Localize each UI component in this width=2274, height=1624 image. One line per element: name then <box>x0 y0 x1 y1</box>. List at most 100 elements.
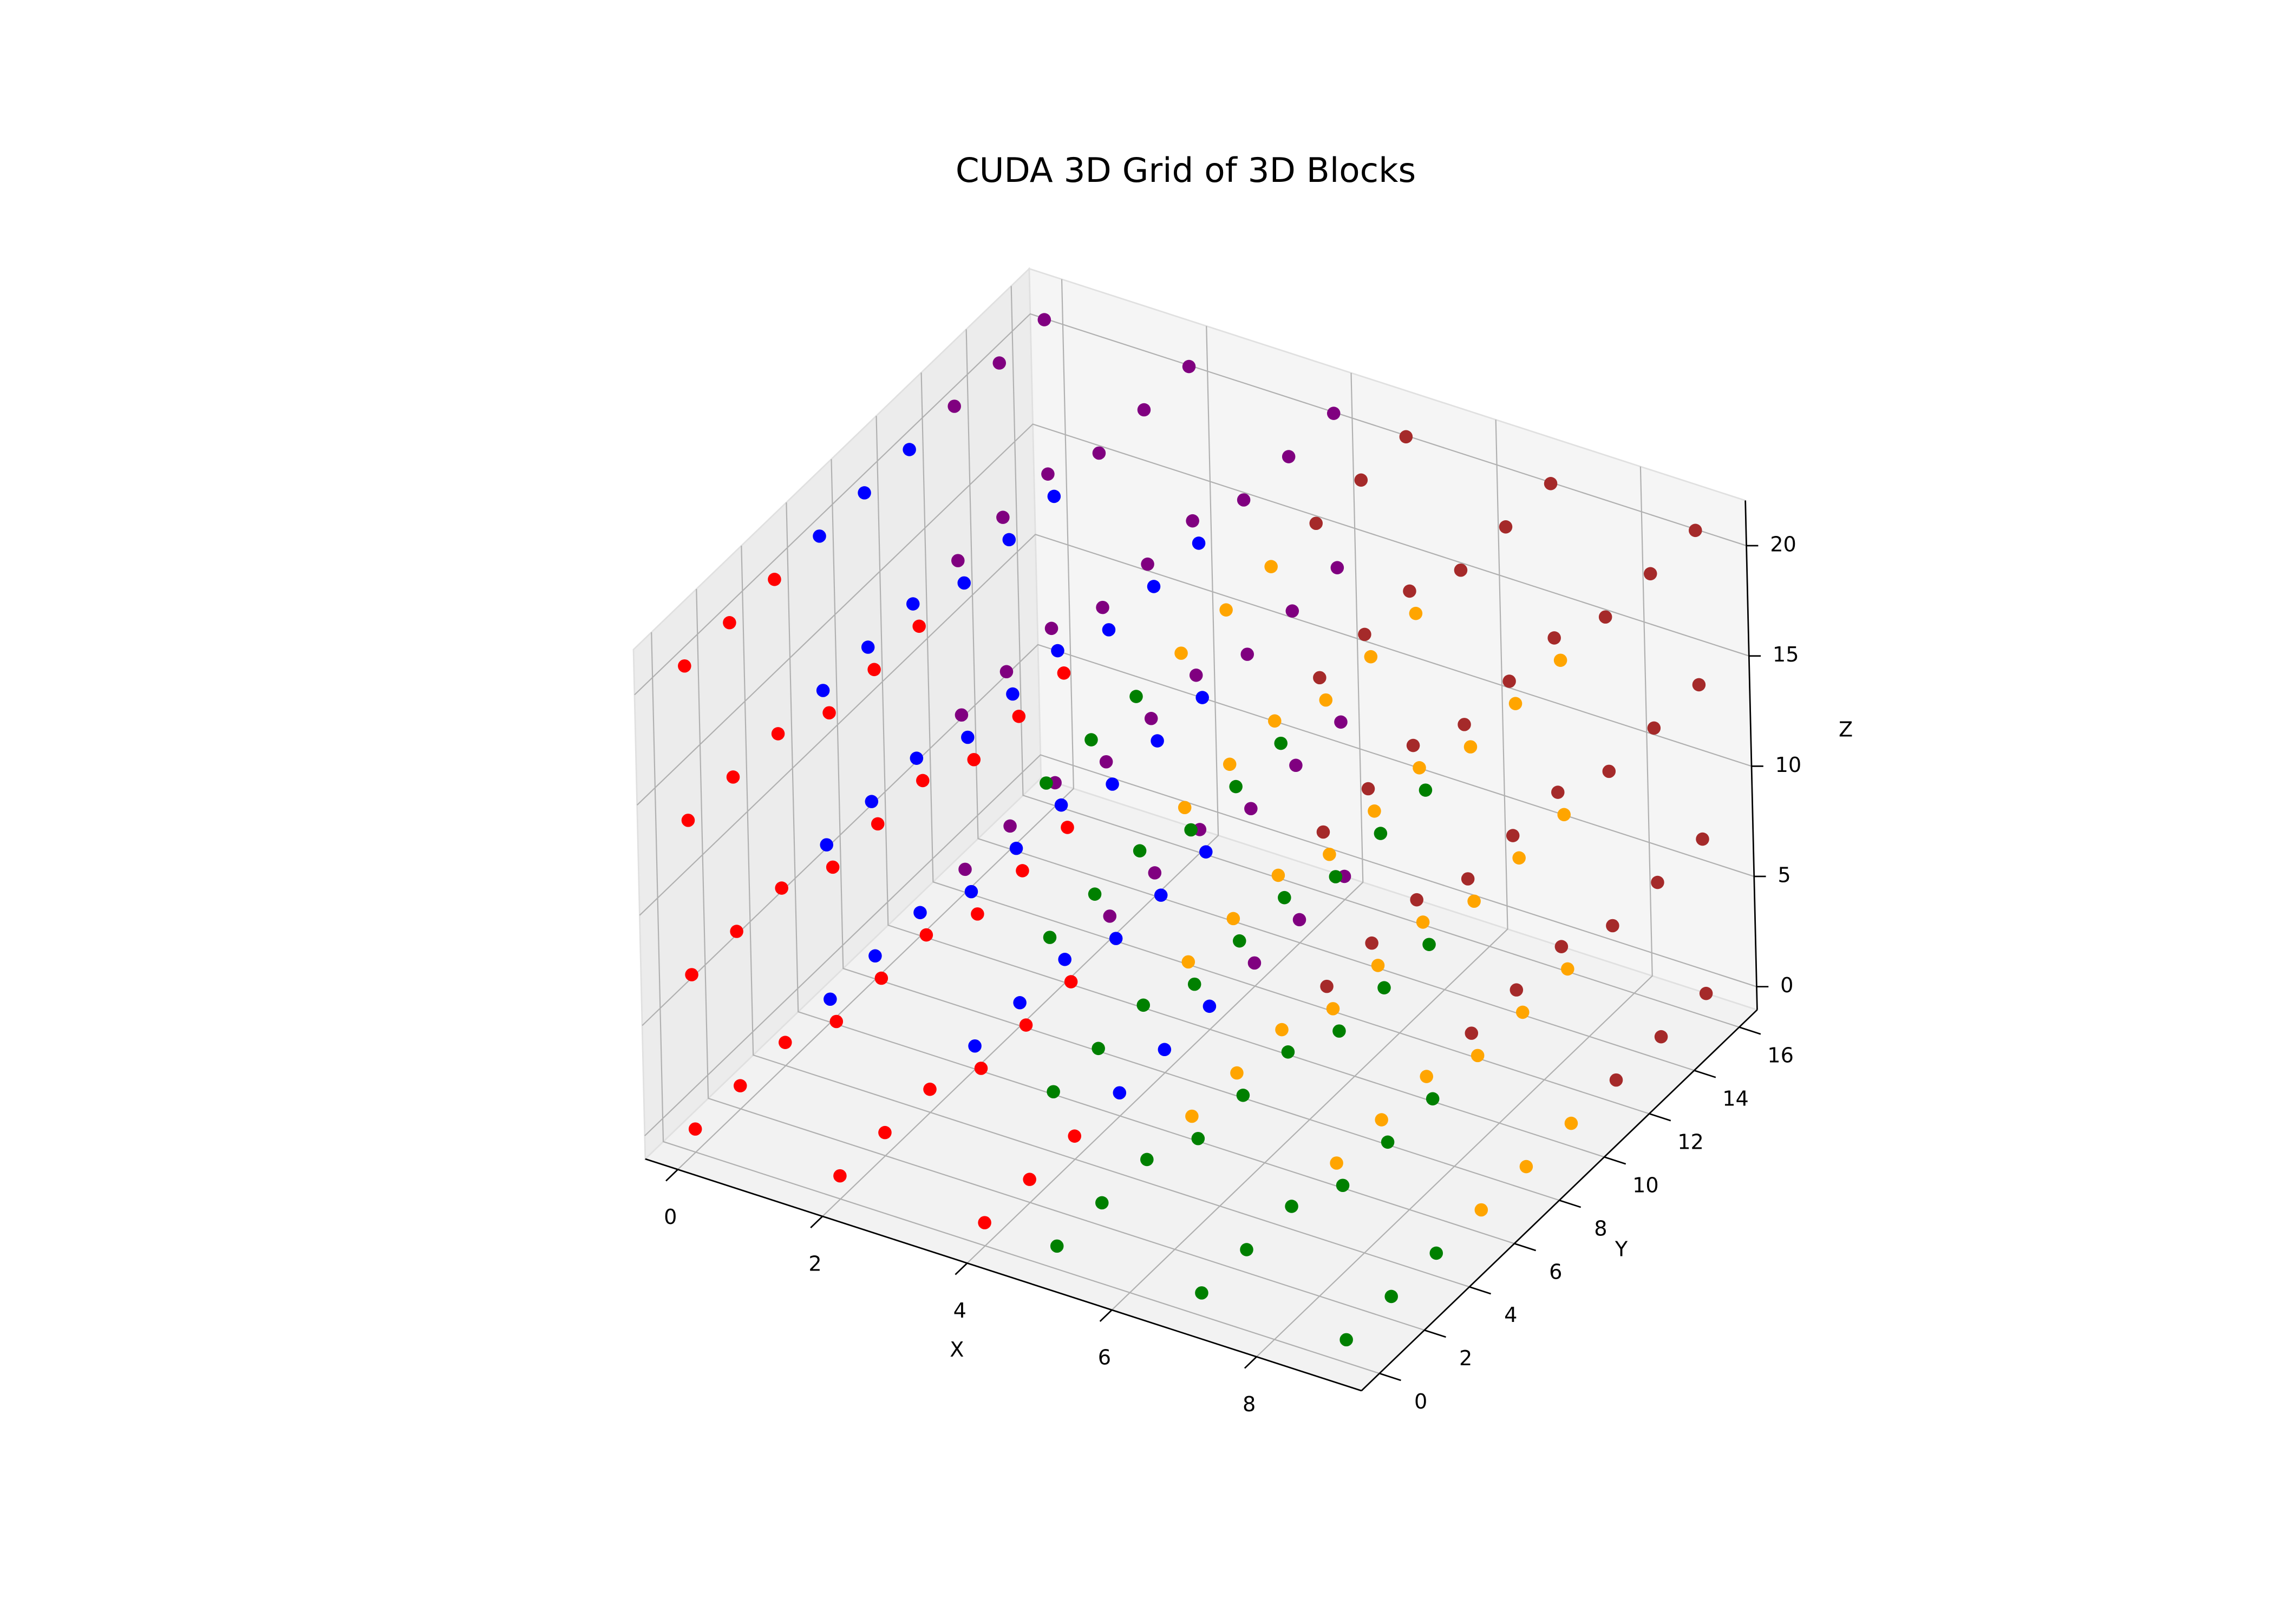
data-point <box>1689 523 1702 538</box>
data-point <box>1422 938 1436 951</box>
data-point <box>1316 825 1330 839</box>
data-point <box>1371 959 1385 972</box>
data-point <box>1285 604 1299 618</box>
data-point <box>958 862 972 876</box>
data-point <box>1229 780 1243 794</box>
data-point <box>833 1169 847 1183</box>
data-point <box>999 665 1014 679</box>
y-tick <box>1739 1026 1761 1035</box>
data-point <box>1330 1156 1343 1170</box>
data-point <box>1329 870 1343 883</box>
x-tick <box>810 1215 824 1228</box>
data-point <box>1275 1023 1289 1037</box>
data-point <box>824 992 837 1006</box>
z-tick-label: 15 <box>1773 643 1799 667</box>
data-point <box>903 443 916 456</box>
data-point <box>678 659 691 673</box>
data-point <box>1323 847 1336 861</box>
data-point <box>1512 851 1526 865</box>
data-point <box>1174 646 1188 660</box>
data-point <box>1368 804 1381 818</box>
data-point <box>681 814 695 827</box>
y-tick <box>1559 1199 1582 1208</box>
data-point <box>1381 1135 1395 1149</box>
data-point <box>1320 979 1334 993</box>
data-point <box>1551 785 1565 799</box>
data-point <box>1137 403 1151 417</box>
y-tick-label: 0 <box>1414 1390 1427 1414</box>
z-tick-label: 10 <box>1775 754 1802 777</box>
data-point <box>779 1036 792 1049</box>
x-axis-line <box>645 1158 1362 1392</box>
data-point <box>868 949 882 963</box>
data-point <box>1696 832 1709 846</box>
x-tick-label: 2 <box>808 1252 821 1276</box>
data-point <box>733 1079 747 1092</box>
grid-line <box>651 632 1380 1374</box>
data-point <box>1088 887 1102 901</box>
data-point <box>912 619 926 633</box>
data-point <box>1278 890 1291 905</box>
data-point <box>955 708 969 722</box>
grid <box>634 279 1757 1374</box>
data-point <box>816 684 830 697</box>
data-point <box>1606 919 1619 933</box>
y-tick-label: 16 <box>1767 1044 1794 1068</box>
data-point <box>964 885 978 899</box>
data-point <box>1189 669 1203 682</box>
data-point <box>1365 936 1378 950</box>
data-point <box>1148 866 1162 880</box>
grid-line <box>677 279 1074 1170</box>
data-point <box>1326 1002 1340 1016</box>
data-point <box>826 860 840 874</box>
data-point <box>1454 563 1468 577</box>
data-point <box>726 770 740 784</box>
data-point <box>1643 567 1657 581</box>
y-tick-label: 10 <box>1632 1174 1659 1197</box>
x-tick <box>955 1262 968 1275</box>
data-point <box>1554 940 1569 953</box>
data-point <box>1508 697 1522 710</box>
data-point <box>1413 761 1426 775</box>
data-point <box>1268 714 1282 728</box>
data-point <box>1129 690 1143 703</box>
data-point <box>1040 776 1053 790</box>
data-point <box>1598 610 1612 624</box>
data-point <box>1009 841 1023 855</box>
data-point <box>1140 1152 1154 1167</box>
data-point <box>1092 446 1106 460</box>
data-point <box>1223 757 1237 771</box>
data-point <box>1240 1243 1253 1256</box>
data-point <box>1182 359 1196 374</box>
data-point <box>1041 467 1055 481</box>
data-point <box>1195 1286 1208 1300</box>
grid-line <box>831 459 1560 1201</box>
data-point <box>957 576 971 590</box>
grid-line <box>696 589 1425 1331</box>
data-point <box>978 1216 991 1229</box>
data-point <box>919 928 933 942</box>
data-point <box>968 1039 982 1053</box>
y-tick <box>1424 1329 1446 1338</box>
data-point <box>1334 715 1348 729</box>
data-point <box>1012 710 1026 723</box>
data-point <box>1199 845 1213 859</box>
data-point <box>1561 962 1574 976</box>
data-point <box>1136 998 1150 1012</box>
data-point <box>1057 666 1071 680</box>
data-point <box>1158 1043 1172 1057</box>
data-point <box>1186 514 1199 528</box>
data-point <box>867 663 881 677</box>
y-tick-label: 8 <box>1594 1217 1607 1241</box>
data-point <box>992 356 1007 370</box>
data-point <box>1319 693 1333 707</box>
data-point <box>1465 1026 1479 1040</box>
data-point <box>1016 864 1029 878</box>
data-point <box>1419 783 1433 797</box>
data-point <box>1609 1073 1623 1087</box>
data-point <box>1409 606 1423 620</box>
data-point <box>1330 561 1344 574</box>
data-point <box>1377 981 1391 994</box>
data-point <box>861 640 875 654</box>
